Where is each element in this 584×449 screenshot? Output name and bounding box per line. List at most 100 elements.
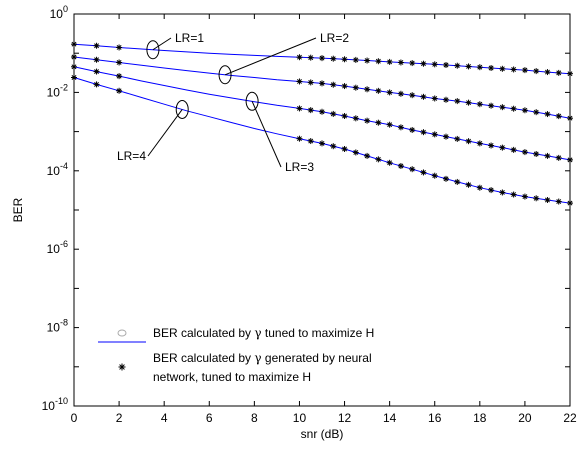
series-marker-lr3 <box>533 150 540 157</box>
series-marker-lr2 <box>443 96 449 103</box>
x-tick-label: 12 <box>338 411 352 425</box>
series-marker-lr2 <box>488 102 495 109</box>
series-marker-lr4 <box>307 138 314 145</box>
series-marker-lr1 <box>533 68 540 75</box>
x-tick-label: 22 <box>563 411 577 425</box>
series-marker-lr1 <box>567 70 573 77</box>
legend-label-neural-line2: network, tuned to maximize H <box>153 370 311 384</box>
x-axis-label: snr (dB) <box>301 427 344 441</box>
series-marker-lr2 <box>116 59 123 66</box>
series-marker-lr4 <box>352 149 359 156</box>
series-marker-lr1 <box>71 41 77 48</box>
series-marker-lr1 <box>307 54 314 61</box>
y-tick-label: 100 <box>50 4 68 21</box>
series-marker-lr1 <box>341 56 348 63</box>
series-marker-lr2 <box>420 93 427 100</box>
legend-label-neural: BER calculated by γ generated by neural <box>153 351 372 365</box>
series-marker-lr3 <box>319 108 325 115</box>
series-marker-lr1 <box>465 63 472 70</box>
series-marker-lr4 <box>521 193 528 200</box>
series-marker-lr1 <box>93 42 100 49</box>
series-marker-lr4 <box>93 81 100 88</box>
series-marker-lr2 <box>533 109 540 116</box>
series-marker-lr3 <box>431 131 438 138</box>
series-marker-lr2 <box>375 87 382 94</box>
series-marker-lr2 <box>330 81 337 88</box>
series-marker-lr4 <box>544 196 551 203</box>
series-marker-lr2 <box>499 104 506 111</box>
series-marker-lr1 <box>476 64 483 71</box>
series-marker-lr4 <box>409 166 416 173</box>
series-marker-lr2 <box>341 83 348 90</box>
series-marker-lr4 <box>420 169 427 176</box>
series-marker-lr1 <box>420 60 427 67</box>
series-marker-lr3 <box>330 110 337 117</box>
x-tick-label: 20 <box>518 411 532 425</box>
x-tick-label: 4 <box>161 411 168 425</box>
series-marker-lr1 <box>364 57 371 64</box>
annotation-ellipse <box>146 40 160 60</box>
series-marker-lr4 <box>341 145 348 152</box>
series-marker-lr3 <box>476 140 483 147</box>
series-marker-lr1 <box>499 65 506 72</box>
series-marker-lr3 <box>409 126 416 133</box>
y-axis-label: BER <box>11 197 25 222</box>
series-marker-lr3 <box>499 144 506 151</box>
series-marker-lr1 <box>510 66 517 73</box>
annotation-ellipse <box>218 65 232 85</box>
series-marker-lr3 <box>341 113 348 120</box>
series-marker-lr3 <box>555 154 562 161</box>
series-marker-lr2 <box>319 80 325 87</box>
series-marker-lr4 <box>431 172 438 179</box>
series-marker-lr2 <box>71 53 77 60</box>
series-marker-lr2 <box>431 95 438 102</box>
series-marker-lr4 <box>319 140 325 147</box>
series-marker-lr1 <box>116 44 123 51</box>
series-marker-lr1 <box>375 58 382 65</box>
series-marker-lr3 <box>567 156 573 163</box>
series-marker-lr1 <box>397 59 404 66</box>
series-marker-lr3 <box>510 146 517 153</box>
series-marker-lr3 <box>71 63 77 70</box>
series-marker-lr3 <box>386 121 393 128</box>
annotation-leader <box>147 109 183 157</box>
series-marker-lr4 <box>567 200 573 207</box>
series-marker-lr3 <box>364 117 371 124</box>
series-marker-lr4 <box>499 189 506 196</box>
annotation-label-lr2: LR=2 <box>320 31 349 45</box>
series-marker-lr2 <box>465 99 472 106</box>
series-marker-lr1 <box>330 55 337 62</box>
series-marker-lr2 <box>510 105 517 112</box>
legend-ring-sample <box>117 329 127 337</box>
series-marker-lr2 <box>307 79 314 86</box>
series-marker-lr4 <box>510 191 517 198</box>
series-marker-lr2 <box>409 92 416 99</box>
x-tick-label: 0 <box>71 411 78 425</box>
legend-star-sample <box>118 363 126 371</box>
annotation-leader <box>251 101 282 168</box>
series-marker-lr4 <box>375 156 382 163</box>
annotation-ellipse <box>175 99 189 119</box>
series-marker-lr3 <box>352 115 359 122</box>
series-marker-lr2 <box>476 101 483 108</box>
series-marker-lr1 <box>352 56 359 63</box>
series-marker-lr1 <box>521 67 528 74</box>
series-marker-lr4 <box>476 184 483 191</box>
series-marker-lr1 <box>443 62 449 69</box>
series-marker-lr4 <box>386 159 393 166</box>
series-marker-lr1 <box>555 69 562 76</box>
annotation-label-lr4: LR=4 <box>117 149 146 163</box>
x-tick-label: 10 <box>293 411 307 425</box>
x-tick-label: 16 <box>428 411 442 425</box>
series-marker-lr4 <box>116 87 123 94</box>
series-marker-lr3 <box>544 152 551 159</box>
series-marker-lr1 <box>409 60 416 67</box>
series-marker-lr2 <box>544 111 551 118</box>
series-marker-lr4 <box>296 135 303 142</box>
x-tick-label: 8 <box>251 411 258 425</box>
series-marker-lr1 <box>386 58 393 65</box>
annotation-leader <box>224 37 317 76</box>
series-marker-lr4 <box>488 187 495 194</box>
series-marker-lr3 <box>116 73 123 80</box>
